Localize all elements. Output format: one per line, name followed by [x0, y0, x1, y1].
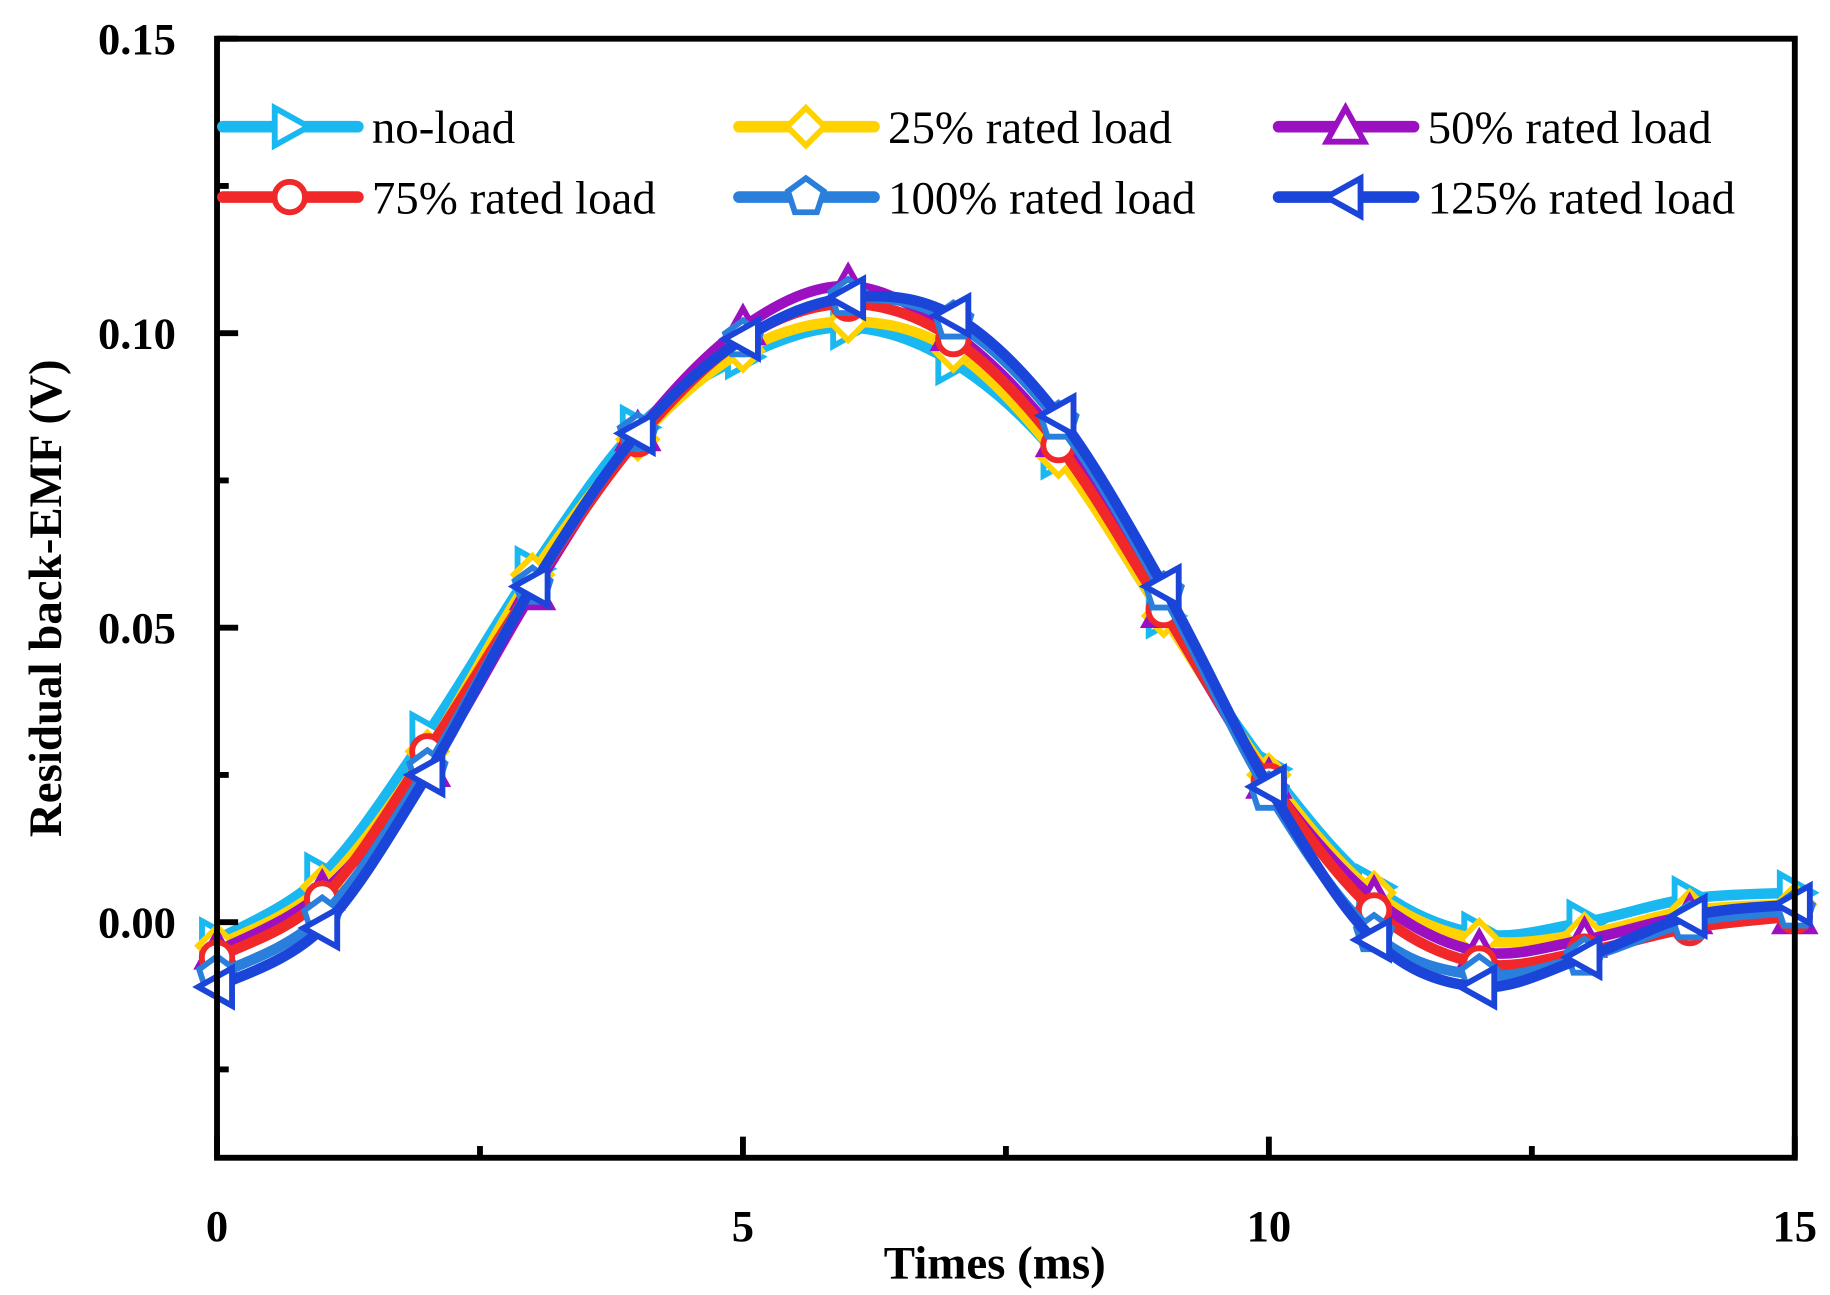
legend-entry: 50% rated load — [1272, 101, 1712, 154]
legend-label: 125% rated load — [1428, 172, 1735, 224]
data-point — [1664, 892, 1708, 941]
series-layer — [192, 261, 1820, 1011]
y-tick-label: 0.15 — [98, 14, 176, 64]
legend-entry: 75% rated load — [217, 172, 656, 224]
data-point — [1033, 391, 1077, 440]
series-25-rated-load — [194, 298, 1818, 969]
data-point — [297, 904, 341, 952]
data-point — [612, 409, 656, 458]
legend-marker — [1320, 173, 1364, 221]
legend-label: 75% rated load — [372, 172, 656, 224]
data-point — [1138, 562, 1182, 611]
x-axis-label: Times (ms) — [884, 1238, 1106, 1290]
legend-marker — [782, 103, 829, 150]
data-point — [1349, 916, 1393, 964]
x-tick-label: 0 — [206, 1201, 228, 1251]
legend-entry: 125% rated load — [1272, 172, 1735, 224]
data-point — [1244, 762, 1287, 811]
series-125-rated-load — [192, 274, 1813, 1011]
legend-entry: no-load — [217, 102, 515, 154]
legend-label: 100% rated load — [888, 172, 1195, 224]
axis-ticks: 0 5 10 15 0.00 0.05 0.10 0.15 — [98, 14, 1817, 1251]
legend-label: 50% rated load — [1428, 102, 1712, 154]
legend-marker — [1321, 101, 1370, 145]
legend-entry: 25% rated load — [733, 102, 1172, 154]
x-tick-label: 5 — [732, 1201, 754, 1251]
legend-label: no-load — [372, 102, 515, 154]
series-no-load — [199, 303, 1820, 964]
series-line — [214, 322, 1796, 945]
x-tick-label: 15 — [1773, 1201, 1818, 1251]
data-point — [928, 291, 972, 340]
legend-entry: 100% rated load — [733, 172, 1195, 224]
legend: no-load 25% rated load 50% rated load 75% r… — [217, 101, 1735, 224]
data-point — [507, 562, 551, 611]
legend-marker — [271, 102, 315, 151]
y-tick-label: 0.05 — [98, 603, 176, 653]
y-tick-label: 0.10 — [98, 308, 176, 358]
series-line — [214, 316, 1796, 951]
data-point — [1454, 963, 1498, 1011]
data-point — [823, 274, 867, 322]
legend-label: 25% rated load — [888, 102, 1172, 154]
data-point — [1559, 933, 1603, 982]
legend-marker — [784, 174, 828, 216]
y-axis-label: Residual back-EMF (V) — [20, 359, 72, 837]
data-point — [718, 315, 761, 363]
data-point — [402, 751, 446, 799]
x-tick-label: 10 — [1247, 1201, 1292, 1251]
legend-marker — [271, 178, 308, 216]
y-tick-label: 0.00 — [98, 897, 176, 947]
series-50-rated-load — [193, 261, 1819, 970]
